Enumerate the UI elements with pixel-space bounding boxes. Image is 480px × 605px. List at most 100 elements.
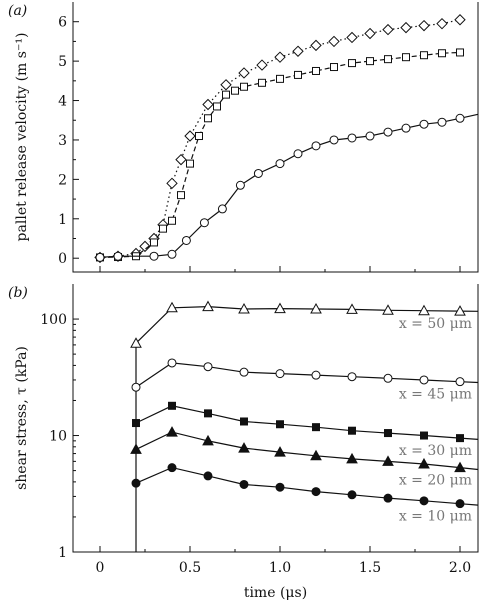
data-point: [253, 168, 263, 178]
data-point: [256, 59, 268, 71]
axes-frame: [72, 284, 479, 553]
data-point: [366, 57, 374, 66]
data-point: [329, 135, 339, 145]
data-point: [419, 496, 429, 506]
data-point: [167, 463, 177, 473]
data-point: [292, 45, 304, 57]
data-point: [274, 51, 286, 63]
data-point: [455, 499, 465, 509]
data-point: [364, 27, 376, 40]
data-point: [195, 132, 203, 141]
data-point: [238, 442, 250, 453]
data-point: [222, 90, 230, 99]
data-point: [220, 79, 232, 91]
data-point: [167, 358, 177, 368]
data-point: [113, 251, 123, 261]
x-tick-label: 0: [96, 560, 105, 576]
panel-a: 0 1 2 3 4 5 6 (a) pallet release velocity (m s⁻¹…: [8, 2, 479, 273]
y-tick-label: 4: [58, 94, 67, 110]
data-point: [175, 153, 187, 166]
data-point: [131, 478, 141, 488]
data-point: [239, 367, 249, 377]
data-point: [130, 443, 142, 454]
data-point: [348, 59, 356, 68]
data-point: [202, 300, 214, 312]
data-point: [312, 423, 320, 432]
data-point: [184, 130, 196, 142]
data-point: [202, 98, 214, 111]
data-point: [311, 141, 321, 151]
data-point: [402, 53, 410, 62]
data-point: [436, 17, 448, 30]
data-point: [166, 426, 178, 437]
data-point: [177, 191, 185, 200]
x-tick-label: 0.5: [179, 560, 201, 576]
series-label: x = 45 μm: [399, 387, 472, 403]
data-point: [365, 131, 375, 141]
data-point: [312, 66, 320, 75]
data-point: [231, 86, 239, 95]
x-tick-label: 2.0: [449, 560, 471, 576]
data-point: [150, 238, 158, 247]
y-tick-label: 2: [58, 172, 67, 188]
data-point: [202, 434, 214, 446]
data-point: [139, 240, 151, 253]
series-1: [96, 48, 464, 262]
series-2: x = 30 μm: [132, 401, 479, 459]
y-tick-label: 6: [58, 15, 67, 31]
data-point: [311, 487, 321, 497]
data-point: [310, 449, 322, 461]
data-point: [159, 224, 167, 233]
data-point: [131, 382, 141, 392]
data-point: [238, 302, 250, 314]
data-point: [419, 119, 429, 129]
data-point: [166, 177, 178, 190]
data-point: [400, 21, 412, 34]
data-point: [383, 127, 393, 137]
data-point: [310, 302, 322, 314]
data-point: [330, 63, 338, 72]
data-point: [274, 302, 286, 314]
data-point: [455, 377, 465, 387]
series-0: x = 50 μm: [130, 300, 479, 348]
data-point: [383, 373, 393, 383]
data-point: [455, 113, 465, 123]
data-point: [382, 23, 394, 36]
data-point: [420, 51, 428, 60]
data-point: [346, 452, 358, 464]
data-point: [419, 375, 429, 385]
data-point: [276, 74, 284, 83]
series-2: [95, 113, 479, 262]
data-point: [418, 304, 430, 316]
data-point: [437, 117, 447, 127]
x-tick-label: 1.0: [269, 560, 291, 576]
y-tick-label: 5: [58, 54, 67, 70]
series-line: [99, 51, 461, 258]
data-point: [454, 461, 466, 473]
data-point: [401, 123, 411, 133]
series-label: x = 20 μm: [399, 473, 472, 489]
panel-label: (a): [8, 3, 27, 19]
y-tick-label: 1: [58, 545, 67, 561]
data-point: [235, 180, 245, 190]
x-axis-label: time (μs): [244, 585, 307, 601]
data-point: [456, 434, 464, 443]
data-point: [418, 19, 430, 32]
data-point: [418, 457, 430, 469]
y-axis-label: shear stress, τ (kPa): [14, 346, 30, 490]
data-point: [275, 482, 285, 492]
data-point: [95, 252, 105, 262]
data-point: [311, 370, 321, 380]
data-point: [204, 114, 212, 123]
data-point: [347, 490, 357, 500]
data-point: [384, 55, 392, 64]
data-point: [213, 102, 221, 111]
x-tick-label: 1.5: [359, 560, 381, 576]
y-tick-label: 1: [58, 212, 67, 228]
data-point: [238, 67, 250, 79]
data-point: [384, 429, 392, 438]
data-point: [382, 455, 394, 466]
data-point: [203, 362, 213, 372]
series-4: x = 10 μm: [131, 463, 479, 525]
data-point: [348, 426, 356, 435]
